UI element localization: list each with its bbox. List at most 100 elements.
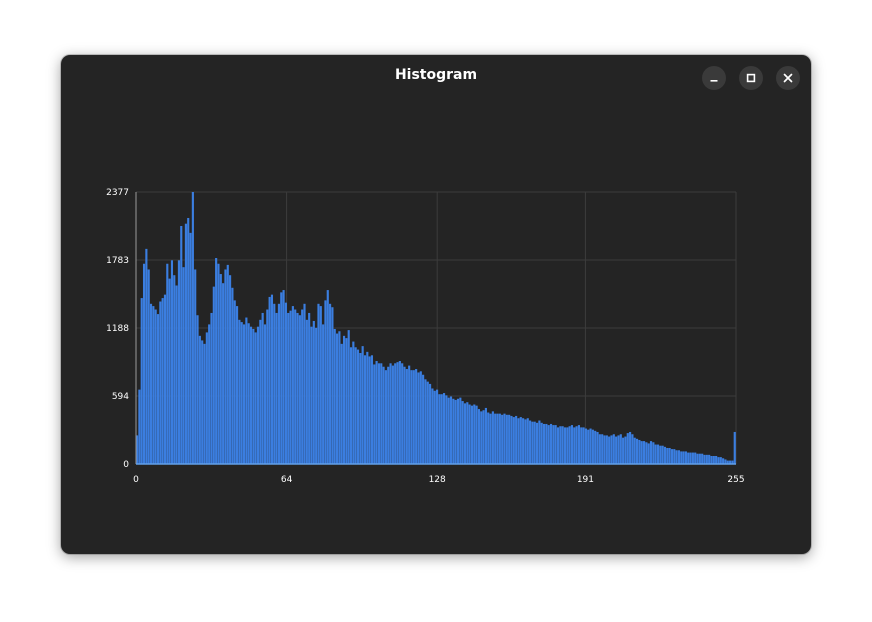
histogram-bar (187, 217, 190, 464)
histogram-bar (610, 435, 613, 464)
histogram-bar (270, 294, 274, 464)
histogram-bar (349, 347, 353, 464)
histogram-bar (391, 365, 394, 464)
histogram-bar (319, 306, 322, 464)
histogram-bar (196, 315, 199, 464)
histogram-bar (570, 425, 574, 464)
histogram-bar (580, 427, 583, 464)
histogram-bar (273, 303, 276, 464)
histogram-bar (703, 454, 706, 464)
histogram-bar (198, 335, 201, 464)
histogram-bar (526, 418, 529, 464)
histogram-bar (477, 409, 480, 464)
histogram-bar (596, 431, 599, 464)
histogram-bar (308, 312, 311, 464)
histogram-bar (238, 319, 241, 464)
histogram-bar (417, 372, 420, 464)
histogram-bar (180, 225, 183, 464)
histogram-bar (298, 315, 301, 464)
histogram-bar (205, 332, 208, 464)
bar-series (136, 192, 736, 464)
histogram-bar (254, 332, 257, 464)
histogram-bar (140, 298, 143, 464)
histogram-bar (608, 436, 611, 464)
histogram-bar (359, 353, 362, 464)
histogram-bar (494, 413, 497, 464)
histogram-bar (154, 309, 157, 464)
histogram-bar (538, 420, 541, 464)
histogram-chart: 0 594 1188 1783 2377 0 64 128 191 255 (106, 188, 745, 485)
histogram-bar (287, 312, 290, 464)
histogram-bar (591, 429, 594, 464)
title-bar[interactable]: Histogram (61, 55, 811, 101)
histogram-bar (673, 449, 676, 464)
histogram-bar (340, 343, 343, 464)
histogram-bar (426, 381, 429, 464)
histogram-bar (533, 421, 536, 464)
histogram-bar (473, 404, 476, 464)
histogram-bar (505, 414, 508, 464)
histogram-bar (503, 413, 506, 464)
histogram-bar (256, 326, 260, 464)
histogram-bar (722, 458, 725, 464)
histogram-bar (652, 442, 655, 464)
histogram-bar (629, 431, 632, 464)
histogram-bar (454, 399, 457, 464)
histogram-bar (705, 454, 708, 464)
histogram-bar (461, 401, 464, 464)
histogram-bar (424, 379, 427, 464)
histogram-bar (401, 363, 404, 464)
histogram-bar (622, 437, 625, 464)
histogram-bar (566, 427, 569, 464)
histogram-bar (177, 260, 180, 464)
histogram-bar (556, 427, 560, 464)
maximize-icon (746, 73, 756, 83)
histogram-bar (356, 349, 360, 464)
histogram-bar (366, 351, 369, 464)
histogram-bar (529, 420, 532, 464)
histogram-bar (354, 347, 357, 464)
histogram-bar (617, 435, 620, 464)
histogram-bar (324, 300, 327, 464)
histogram-bar (419, 371, 422, 464)
histogram-bar (375, 361, 378, 464)
minimize-button[interactable] (702, 66, 726, 90)
histogram-bar (508, 414, 511, 464)
histogram-bar (370, 355, 374, 464)
tick-labels: 0 594 1188 1783 2377 0 64 128 191 255 (106, 188, 745, 485)
histogram-bar (194, 269, 197, 464)
histogram-bar (633, 437, 636, 464)
histogram-bar (552, 425, 555, 464)
histogram-bar (540, 422, 543, 464)
histogram-bar (310, 326, 313, 464)
histogram-bar (305, 319, 308, 464)
histogram-bar (331, 307, 334, 464)
histogram-bar (303, 303, 306, 464)
histogram-bar (480, 411, 483, 464)
histogram-bar (280, 292, 283, 464)
histogram-bar (361, 346, 364, 464)
histogram-bar (217, 263, 220, 464)
histogram-bar (554, 425, 557, 464)
histogram-bar (422, 374, 425, 464)
histogram-bar (249, 326, 253, 464)
histogram-bar (387, 366, 390, 464)
histogram-bar (168, 278, 171, 464)
close-button[interactable] (776, 66, 800, 90)
histogram-bar (231, 287, 234, 464)
maximize-button[interactable] (739, 66, 763, 90)
histogram-bar (517, 418, 520, 464)
histogram-bar (338, 331, 341, 464)
histogram-bar (642, 441, 646, 464)
histogram-bar (261, 312, 264, 464)
histogram-bar (229, 275, 232, 464)
histogram-bar (594, 430, 597, 464)
histogram-bar (656, 444, 660, 464)
histogram-bar (524, 419, 527, 464)
histogram-bar (696, 453, 699, 464)
histogram-bar (233, 300, 236, 464)
histogram-bar (363, 355, 367, 464)
histogram-bar (210, 312, 213, 464)
x-tick-label: 191 (577, 475, 594, 485)
histogram-bar (545, 423, 548, 464)
